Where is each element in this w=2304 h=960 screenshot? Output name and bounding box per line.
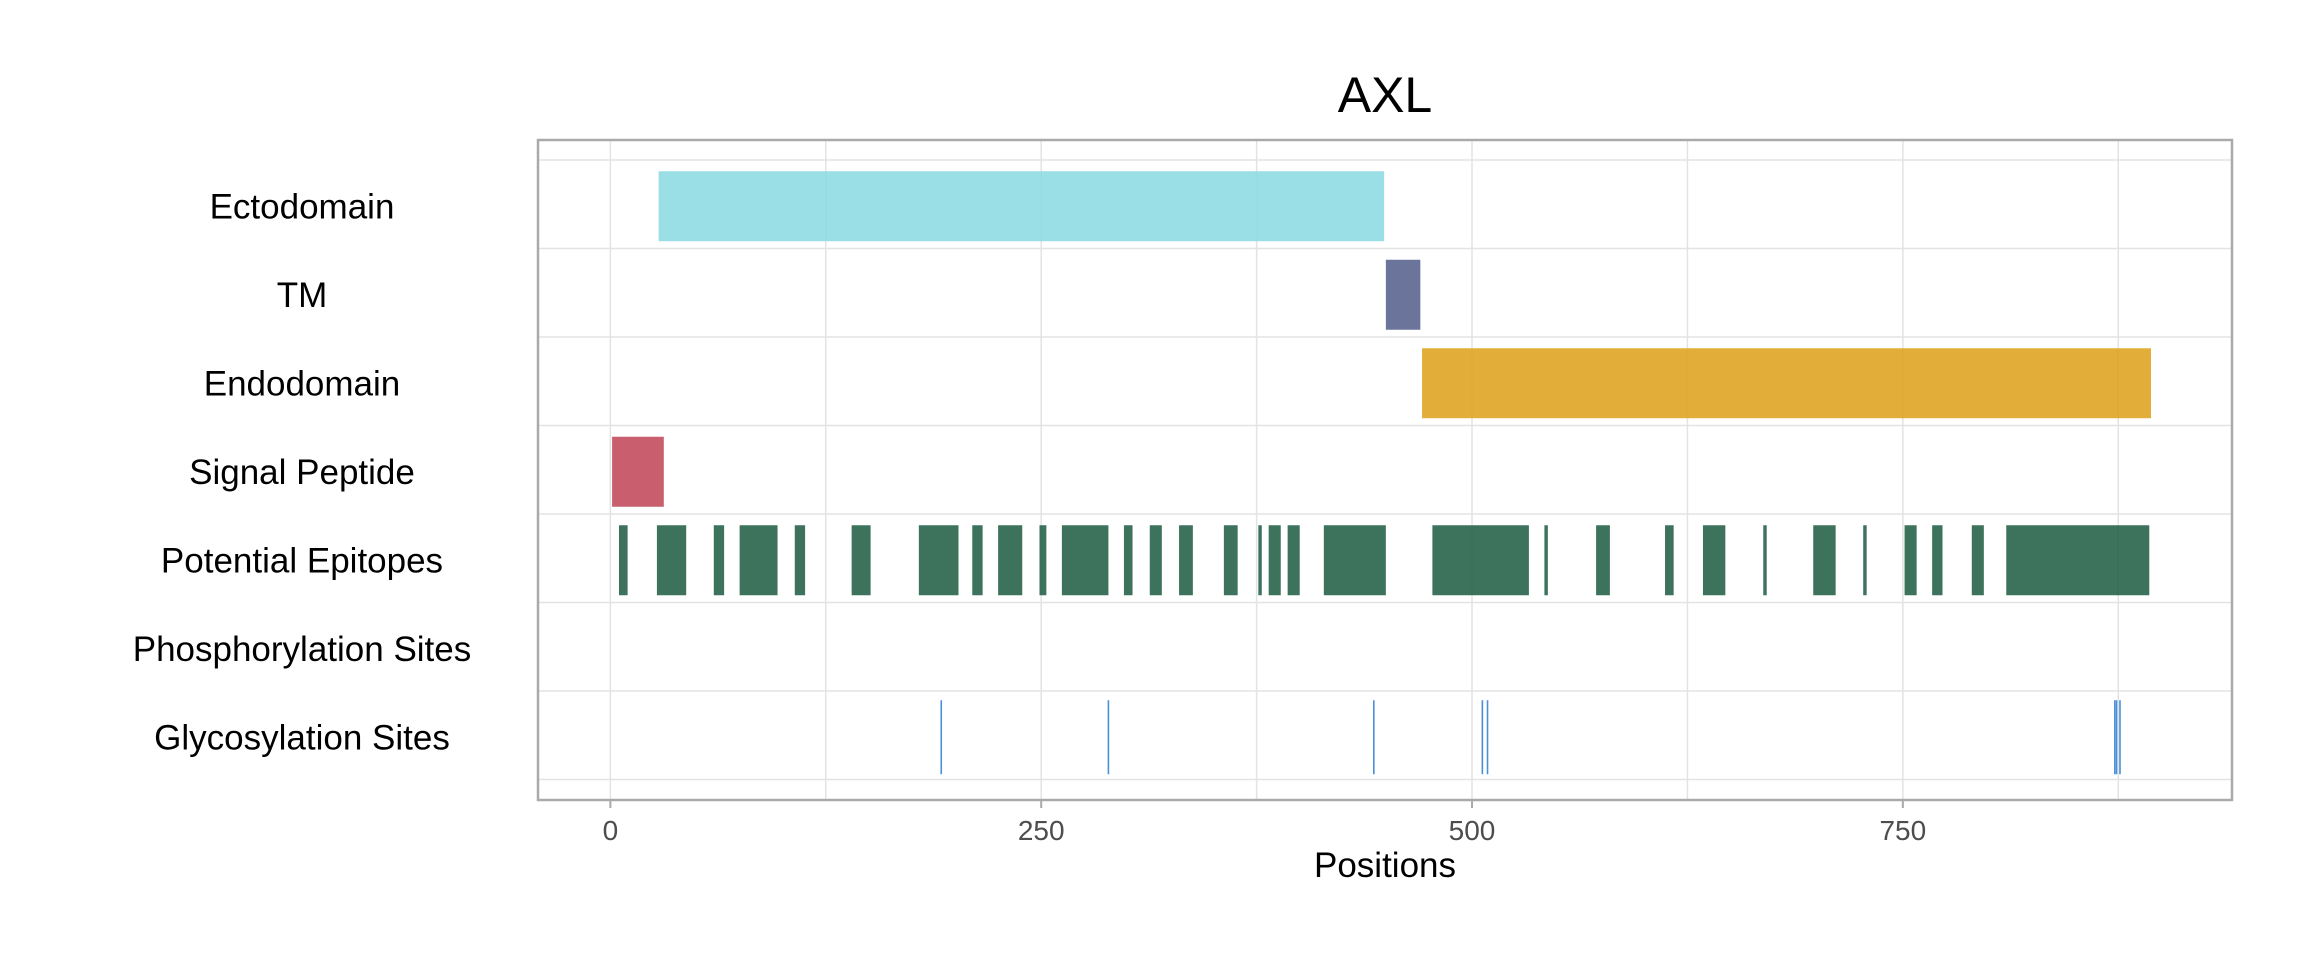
track-label-potential-epitopes: Potential Epitopes — [161, 541, 443, 580]
potential-epitopes-segment — [713, 525, 725, 596]
potential-epitopes-segment — [1323, 525, 1386, 596]
track-label-ectodomain: Ectodomain — [210, 187, 395, 226]
track-label-endodomain: Endodomain — [204, 364, 401, 403]
x-axis-title: Positions — [1314, 846, 1456, 885]
potential-epitopes-segment — [1268, 525, 1281, 596]
potential-epitopes-segment — [1223, 525, 1238, 596]
x-tick-label: 500 — [1449, 815, 1496, 846]
potential-epitopes-segment — [1665, 525, 1674, 596]
potential-epitopes-segment — [998, 525, 1023, 596]
track-labels: Ectodomain TM Endodomain Signal Peptide Pote… — [133, 187, 472, 757]
potential-epitopes-segment — [1179, 525, 1193, 596]
potential-epitopes-segment — [918, 525, 959, 596]
potential-epitopes-segment — [794, 525, 806, 596]
bar-layer — [612, 171, 2152, 775]
potential-epitopes-segment — [2006, 525, 2150, 596]
ectodomain-segment — [658, 171, 1385, 242]
potential-epitopes-segment — [656, 525, 687, 596]
x-tick-label: 250 — [1018, 815, 1065, 846]
x-axis-ticks: 0 250 500 750 — [603, 800, 1926, 846]
potential-epitopes-segment — [972, 525, 983, 596]
track-label-glycosylation-sites: Glycosylation Sites — [154, 718, 450, 757]
potential-epitopes-segment — [851, 525, 871, 596]
potential-epitopes-segment — [1544, 525, 1548, 596]
track-label-signal-peptide: Signal Peptide — [189, 453, 415, 492]
x-tick-label: 750 — [1879, 815, 1926, 846]
potential-epitopes-segment — [1061, 525, 1109, 596]
potential-epitopes-segment — [1932, 525, 1943, 596]
potential-epitopes-segment — [1971, 525, 1984, 596]
endodomain-segment — [1422, 348, 2152, 419]
chart-title: AXL — [1338, 67, 1433, 123]
potential-epitopes-segment — [1763, 525, 1767, 596]
plot-panel-border — [536, 138, 2234, 802]
potential-epitopes-segment — [1702, 525, 1726, 596]
potential-epitopes-segment — [618, 525, 628, 596]
potential-epitopes-segment — [1904, 525, 1917, 596]
x-tick-label: 0 — [603, 815, 619, 846]
potential-epitopes-segment — [1039, 525, 1047, 596]
potential-epitopes-segment — [1863, 525, 1867, 596]
potential-epitopes-segment — [1813, 525, 1836, 596]
potential-epitopes-segment — [1149, 525, 1162, 596]
grid-layer — [538, 140, 2232, 800]
potential-epitopes-segment — [1258, 525, 1262, 596]
track-label-phosphorylation-sites: Phosphorylation Sites — [133, 630, 472, 669]
signal-peptide-segment — [612, 436, 664, 507]
potential-epitopes-segment — [1123, 525, 1133, 596]
potential-epitopes-segment — [1432, 525, 1529, 596]
tm-segment — [1385, 259, 1421, 330]
potential-epitopes-segment — [739, 525, 778, 596]
track-label-tm: TM — [277, 276, 328, 315]
potential-epitopes-segment — [1596, 525, 1610, 596]
potential-epitopes-segment — [1287, 525, 1300, 596]
